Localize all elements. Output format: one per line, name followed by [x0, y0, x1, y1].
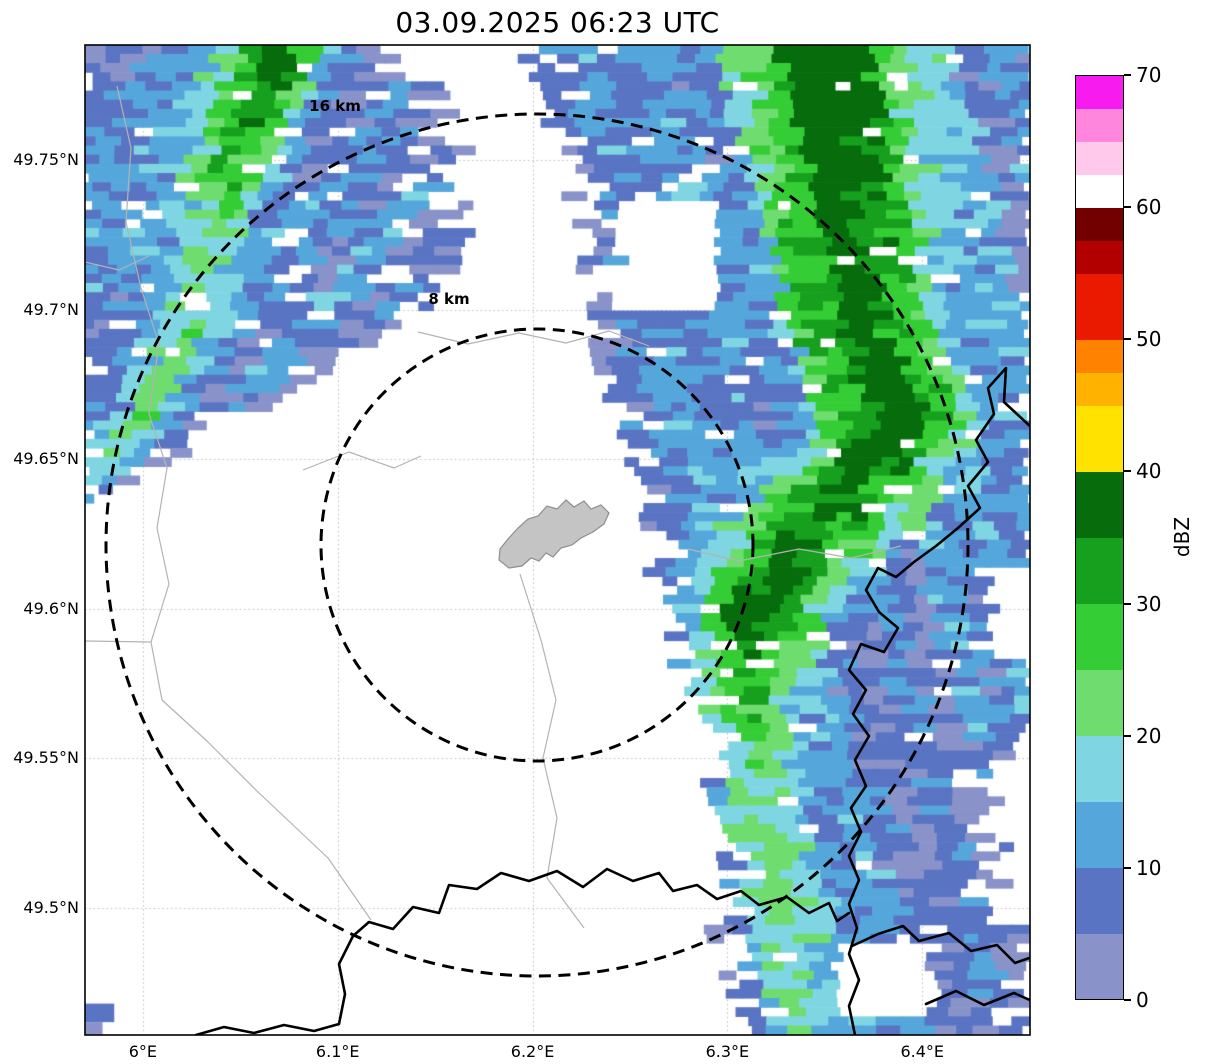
river-border-line — [847, 366, 1030, 1035]
lat-tick-label: 49.55°N — [13, 748, 79, 768]
colorbar-segment — [1076, 405, 1123, 473]
colorbar-tick-label: 30 — [1136, 591, 1162, 616]
lon-tick-label: 6.4°E — [900, 1042, 945, 1061]
colorbar-tick-label: 40 — [1136, 459, 1162, 484]
admin-boundary-line — [687, 545, 902, 562]
lat-tick-label: 49.75°N — [13, 150, 79, 170]
ring-label-8km: 8 km — [428, 290, 470, 308]
colorbar-tick-mark — [1124, 602, 1131, 605]
colorbar-axis-label: dBZ — [1170, 516, 1194, 558]
colorbar-segment — [1076, 603, 1123, 670]
colorbar-tick-label: 60 — [1136, 195, 1162, 220]
colorbar-segment — [1076, 933, 1123, 1000]
country-border-line — [194, 867, 851, 1035]
lon-tick-label: 6°E — [128, 1042, 157, 1061]
colorbar-tick-label: 10 — [1136, 855, 1162, 880]
country-borders — [194, 366, 1030, 1035]
colorbar-segment — [1076, 108, 1123, 143]
lon-tick-label: 6.3°E — [705, 1042, 750, 1061]
admin-boundary-line — [161, 699, 372, 921]
plot-frame — [84, 44, 1031, 1036]
colorbar-tick-mark — [1124, 338, 1131, 341]
colorbar-segment — [1076, 372, 1123, 407]
ring-label-16km: 16 km — [309, 97, 361, 115]
colorbar-segment — [1076, 141, 1123, 176]
colorbar-tick-mark — [1124, 206, 1131, 209]
colorbar-segment — [1076, 174, 1123, 209]
colorbar-tick-label: 0 — [1136, 988, 1149, 1012]
lon-tick-label: 6.1°E — [315, 1042, 360, 1061]
admin-boundaries — [85, 85, 902, 929]
colorbar-segment — [1076, 273, 1123, 341]
colorbar-tick-mark — [1124, 74, 1131, 76]
colorbar-segment — [1076, 471, 1123, 538]
colorbar-segment — [1076, 240, 1123, 275]
colorbar-segment — [1076, 76, 1123, 110]
colorbar-segment — [1076, 801, 1123, 868]
colorbar-segment — [1076, 339, 1123, 374]
colorbar-segment — [1076, 537, 1123, 604]
lat-tick-label: 49.65°N — [13, 449, 79, 469]
admin-boundary-line — [85, 255, 150, 271]
colorbar-tick-label: 70 — [1136, 63, 1162, 87]
colorbar-tick-mark — [1124, 734, 1131, 737]
colorbar-gradient — [1076, 76, 1123, 1000]
country-border-line — [850, 924, 1030, 965]
colorbar-tick-label: 50 — [1136, 327, 1162, 352]
colorbar-tick-mark — [1124, 470, 1131, 473]
colorbar-segment — [1076, 735, 1123, 802]
lon-tick-label: 6.2°E — [510, 1042, 555, 1061]
lat-tick-label: 49.7°N — [23, 299, 79, 319]
colorbar-segment — [1076, 867, 1123, 934]
admin-boundary-line — [302, 451, 422, 471]
range-ring-16km — [104, 112, 970, 978]
figure-title: 03.09.2025 06:23 UTC — [395, 6, 720, 39]
colorbar-tick-mark — [1124, 866, 1131, 869]
admin-boundary-line — [116, 85, 170, 701]
lat-tick-label: 49.5°N — [23, 897, 79, 917]
colorbar-tick-mark — [1124, 999, 1131, 1001]
country-border-line — [924, 989, 1030, 1007]
colorbar-tick-label: 20 — [1136, 723, 1162, 748]
colorbar-segment — [1076, 669, 1123, 736]
admin-boundary-line — [519, 573, 585, 929]
lat-tick-label: 49.6°N — [23, 598, 79, 618]
colorbar — [1075, 75, 1124, 1000]
urban-area-shape — [498, 499, 610, 569]
range-ring-8km — [319, 327, 755, 763]
colorbar-segment — [1076, 207, 1123, 242]
